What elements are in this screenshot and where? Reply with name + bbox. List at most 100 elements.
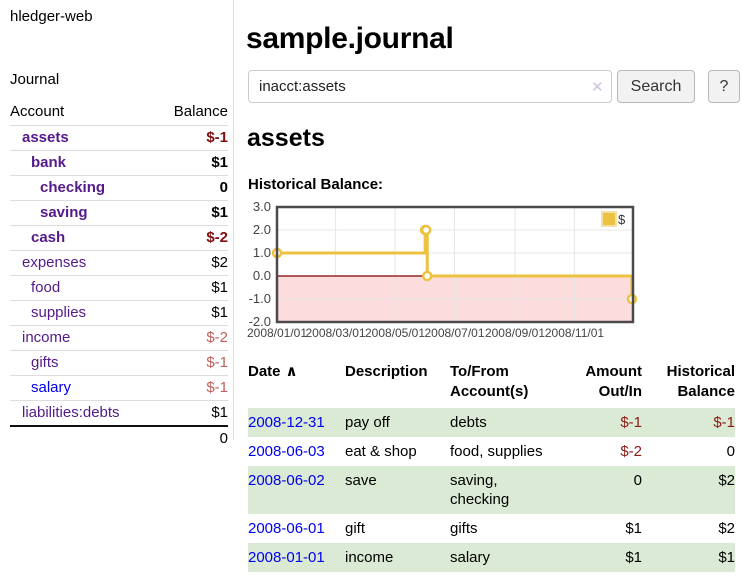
- transaction-description: eat & shop: [345, 443, 417, 460]
- register-table: Date ∧ Description To/From Account(s) Amo…: [248, 362, 735, 572]
- transaction-balance: $2: [718, 472, 735, 489]
- account-row: gifts $-1: [10, 350, 228, 376]
- transaction-accounts: gifts: [450, 520, 478, 537]
- sidebar: hledger-web Journal Account Balance asse…: [0, 0, 234, 451]
- account-balance: $-2: [206, 329, 228, 346]
- register-heading: assets: [247, 124, 325, 152]
- sort-ascending-icon: ∧: [285, 363, 298, 380]
- account-total-row: 0: [10, 425, 228, 451]
- transaction-description: pay off: [345, 414, 390, 431]
- account-balance-table: Account Balance assets $-1 bank $1 checking 0…: [10, 100, 228, 451]
- transaction-row: 2008-12-31 pay off debts $-1 $-1: [248, 408, 735, 437]
- account-link-gifts[interactable]: gifts: [31, 354, 59, 371]
- transaction-balance: $-1: [713, 414, 735, 431]
- account-balance: $1: [211, 279, 228, 296]
- account-link-checking[interactable]: checking: [40, 179, 106, 196]
- svg-text:2008/09/01: 2008/09/01: [485, 326, 545, 340]
- transaction-accounts: food, supplies: [450, 443, 543, 460]
- account-balance: $1: [211, 154, 228, 171]
- svg-text:2008/07/01: 2008/07/01: [424, 326, 484, 340]
- transaction-row: 2008-06-01 gift gifts $1 $2: [248, 514, 735, 543]
- description-column-header: Description: [345, 363, 428, 380]
- transaction-date-link[interactable]: 2008-06-01: [248, 520, 325, 537]
- account-row: expenses $2: [10, 250, 228, 276]
- svg-text:-2.0: -2.0: [249, 314, 271, 329]
- transaction-date-link[interactable]: 2008-12-31: [248, 414, 325, 431]
- transaction-amount: $1: [625, 520, 642, 537]
- search-input[interactable]: [248, 70, 612, 103]
- transaction-row: 2008-06-02 save saving, checking 0 $2: [248, 466, 735, 514]
- transaction-row: 2008-01-01 income salary $1 $1: [248, 543, 735, 572]
- account-table-header: Account Balance: [10, 100, 228, 126]
- transaction-balance: $2: [718, 520, 735, 537]
- account-link-cash[interactable]: cash: [31, 229, 66, 246]
- help-button[interactable]: ?: [708, 70, 740, 103]
- account-column-header: Account: [10, 100, 156, 126]
- account-link-assets[interactable]: assets: [22, 129, 69, 146]
- date-column-header[interactable]: Date ∧: [248, 363, 298, 380]
- account-link-income[interactable]: income: [22, 329, 71, 346]
- transaction-balance: $1: [718, 549, 735, 566]
- transaction-amount: 0: [633, 472, 642, 489]
- account-link-supplies[interactable]: supplies: [31, 304, 87, 321]
- search-button[interactable]: Search: [617, 70, 695, 103]
- svg-text:2.0: 2.0: [253, 222, 271, 237]
- account-row: liabilities:debts $1: [10, 400, 228, 427]
- account-row: cash $-2: [10, 225, 228, 251]
- svg-text:3.0: 3.0: [253, 199, 271, 214]
- account-balance: 0: [219, 179, 228, 196]
- account-balance: $2: [211, 254, 228, 271]
- clear-search-icon[interactable]: ✕: [591, 79, 604, 96]
- transaction-description: save: [345, 472, 377, 489]
- account-row: income $-2: [10, 325, 228, 351]
- svg-text:2008/01/01: 2008/01/01: [247, 326, 307, 340]
- transaction-date-link[interactable]: 2008-01-01: [248, 549, 325, 566]
- account-balance: $1: [211, 304, 228, 321]
- transaction-amount: $1: [625, 549, 642, 566]
- balance-column-header: Balance: [155, 100, 228, 126]
- account-link-bank[interactable]: bank: [31, 154, 67, 171]
- chart-title: Historical Balance:: [248, 176, 384, 193]
- svg-text:$: $: [618, 212, 626, 227]
- transaction-description: income: [345, 549, 394, 566]
- account-row: saving $1: [10, 200, 228, 226]
- transaction-amount: $-1: [620, 414, 642, 431]
- transaction-balance: 0: [726, 443, 735, 460]
- account-link-expenses[interactable]: expenses: [22, 254, 87, 271]
- transaction-accounts: debts: [450, 414, 487, 431]
- account-link-food[interactable]: food: [31, 279, 61, 296]
- brand-link[interactable]: hledger-web: [10, 8, 93, 25]
- transaction-amount: $-2: [620, 443, 642, 460]
- account-row: bank $1: [10, 150, 228, 176]
- svg-text:2008/05/01: 2008/05/01: [365, 326, 425, 340]
- svg-text:-1.0: -1.0: [249, 291, 271, 306]
- transaction-accounts: saving, checking: [450, 472, 510, 508]
- account-balance: $-1: [206, 379, 228, 396]
- transaction-date-link[interactable]: 2008-06-02: [248, 472, 325, 489]
- account-total-value: 0: [155, 425, 228, 451]
- account-row: assets $-1: [10, 125, 228, 151]
- svg-text:0.0: 0.0: [253, 268, 271, 283]
- account-row: food $1: [10, 275, 228, 301]
- account-link-saving[interactable]: saving: [40, 204, 88, 221]
- sidebar-item-journal[interactable]: Journal: [10, 71, 60, 88]
- account-row: supplies $1: [10, 300, 228, 326]
- account-link-liabilities-debts[interactable]: liabilities:debts: [22, 404, 120, 421]
- accounts-column-header: To/From Account(s): [450, 363, 529, 400]
- account-row: salary $-1: [10, 375, 228, 401]
- page-title: sample.journal: [246, 22, 454, 56]
- transaction-date-link[interactable]: 2008-06-03: [248, 443, 325, 460]
- transaction-row: 2008-06-03 eat & shop food, supplies $-2 0: [248, 437, 735, 466]
- account-link-salary[interactable]: salary: [31, 379, 72, 396]
- amount-column-header: Amount Out/In: [585, 363, 642, 400]
- account-balance: $-1: [206, 354, 228, 371]
- svg-text:1.0: 1.0: [253, 245, 271, 260]
- total-spacer: [10, 425, 156, 451]
- account-balance: $-1: [206, 129, 228, 146]
- svg-text:2008/03/01: 2008/03/01: [305, 326, 365, 340]
- account-row: checking 0: [10, 175, 228, 201]
- account-balance: $-2: [206, 229, 228, 246]
- register-table-header: Date ∧ Description To/From Account(s) Amo…: [248, 362, 735, 408]
- account-balance: $1: [211, 204, 228, 221]
